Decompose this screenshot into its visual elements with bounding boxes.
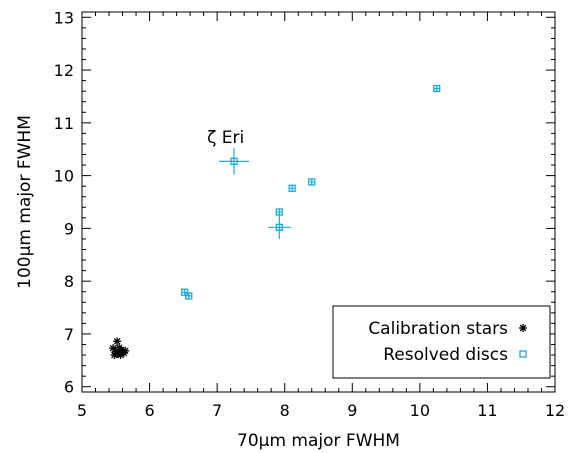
x-tick-label: 6 bbox=[144, 401, 154, 420]
resolved-disc-point bbox=[288, 184, 296, 192]
square-marker bbox=[230, 157, 238, 166]
y-tick-label: 6 bbox=[64, 378, 74, 397]
x-tick-label: 10 bbox=[410, 401, 430, 420]
legend-marker-asterisk bbox=[519, 324, 527, 332]
y-tick-label: 12 bbox=[54, 61, 74, 80]
x-tick-label: 9 bbox=[347, 401, 357, 420]
x-tick-label: 8 bbox=[280, 401, 290, 420]
legend-square bbox=[519, 350, 527, 358]
resolved-disc-point bbox=[219, 148, 249, 175]
square-marker bbox=[433, 84, 441, 93]
square-marker bbox=[185, 292, 193, 300]
x-tick-label: 11 bbox=[477, 401, 497, 420]
legend-asterisk bbox=[519, 324, 527, 332]
calibration-star-point bbox=[121, 346, 130, 355]
y-tick-label: 13 bbox=[54, 8, 74, 27]
x-tick-label: 12 bbox=[545, 401, 565, 420]
resolved-disc-point bbox=[185, 292, 193, 300]
y-tick-label: 9 bbox=[64, 219, 74, 238]
resolved-disc-point bbox=[267, 215, 291, 239]
legend-marker-square bbox=[519, 350, 527, 358]
resolved-disc-point bbox=[181, 288, 189, 296]
resolved-disc-point bbox=[275, 208, 283, 216]
legend-label-calibration-stars: Calibration stars bbox=[368, 319, 508, 339]
square-marker bbox=[308, 178, 316, 186]
resolved-disc-point bbox=[433, 84, 441, 93]
y-tick-label: 7 bbox=[64, 325, 74, 344]
square-marker bbox=[275, 223, 283, 231]
annotation-zeta-eri: ζ Eri bbox=[207, 128, 244, 148]
y-tick-label: 8 bbox=[64, 272, 74, 291]
calibration-star-point bbox=[110, 351, 119, 360]
y-axis-title: 100μm major FWHM bbox=[15, 115, 35, 289]
square-marker bbox=[288, 184, 296, 192]
x-tick-label: 7 bbox=[212, 401, 222, 420]
x-axis-title: 70μm major FWHM bbox=[237, 431, 400, 451]
plot-frame bbox=[81, 11, 556, 393]
points-layer bbox=[109, 84, 441, 360]
legend: Calibration stars Resolved discs bbox=[332, 305, 551, 379]
resolved-disc-point bbox=[308, 178, 316, 186]
y-tick-label: 11 bbox=[54, 114, 74, 133]
square-marker bbox=[181, 288, 189, 296]
legend-label-resolved-discs: Resolved discs bbox=[383, 345, 508, 365]
y-tick-label: 10 bbox=[54, 167, 74, 186]
square-marker bbox=[275, 208, 283, 216]
calibration-star-point bbox=[113, 337, 122, 346]
x-tick-label: 5 bbox=[77, 401, 87, 420]
legend-box bbox=[332, 305, 551, 379]
